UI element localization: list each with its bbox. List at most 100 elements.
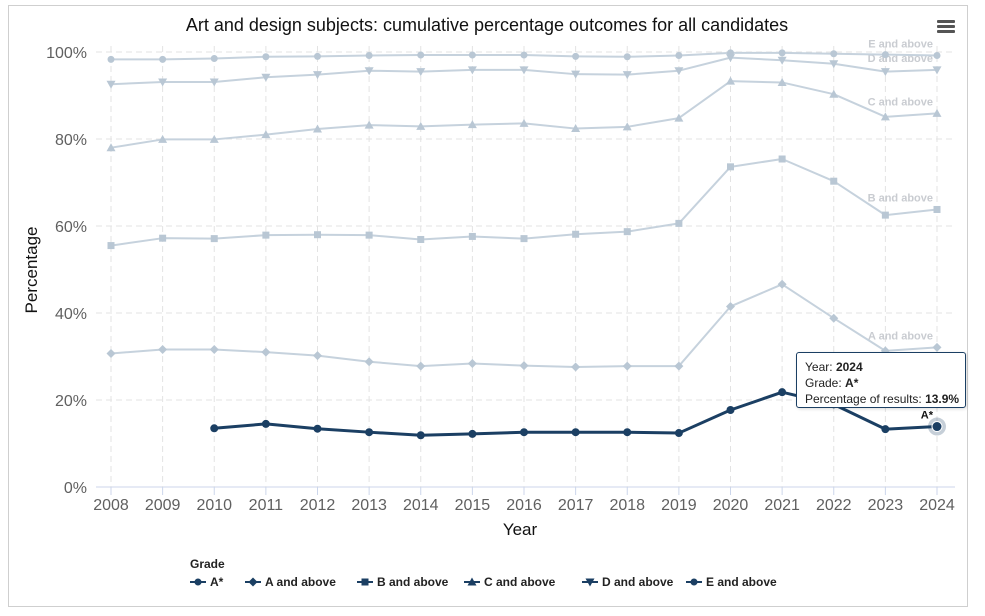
- legend-item[interactable]: A*: [190, 575, 224, 589]
- legend-label: A and above: [265, 575, 336, 589]
- data-point: [931, 421, 943, 433]
- legend-marker: [467, 577, 477, 586]
- data-point: [829, 60, 839, 69]
- data-point: [417, 51, 425, 59]
- tooltip-grade-label: Grade:: [805, 376, 842, 390]
- legend-item[interactable]: E and above: [686, 575, 777, 589]
- data-point: [623, 53, 631, 61]
- data-point: [830, 177, 838, 185]
- data-point: [674, 361, 684, 371]
- data-point: [777, 77, 787, 86]
- data-point: [468, 232, 476, 240]
- data-point: [261, 419, 270, 428]
- grid: [96, 46, 955, 495]
- data-point: [416, 431, 425, 440]
- data-point: [674, 429, 683, 438]
- data-point: [726, 54, 735, 63]
- x-tick-label: 2015: [455, 497, 491, 514]
- data-point: [106, 143, 116, 152]
- series-end-label: C and above: [868, 96, 933, 108]
- data-point: [209, 345, 219, 355]
- data-point: [209, 78, 219, 87]
- legend-item[interactable]: A and above: [245, 575, 336, 589]
- x-tick-label: 2012: [300, 497, 336, 514]
- data-point: [572, 52, 580, 60]
- data-point: [675, 219, 683, 227]
- x-tick-label: 2020: [713, 497, 749, 514]
- series-end-label: A*: [921, 410, 934, 422]
- data-point: [571, 70, 581, 79]
- tooltip-year-label: Year:: [805, 360, 833, 374]
- data-point: [261, 73, 271, 82]
- data-point: [674, 67, 684, 76]
- x-tick-label: 2018: [609, 497, 645, 514]
- data-point: [778, 388, 787, 397]
- y-tick-label: 20%: [55, 393, 87, 410]
- data-point: [467, 66, 477, 75]
- series-b-and-above: B and above: [107, 155, 941, 250]
- data-point: [364, 357, 374, 367]
- data-point: [158, 345, 168, 355]
- legend-marker: [690, 578, 698, 586]
- legend-item[interactable]: C and above: [464, 575, 556, 589]
- data-point: [416, 68, 426, 77]
- x-tick-label: 2009: [145, 497, 181, 514]
- data-point: [107, 55, 115, 63]
- data-point: [778, 49, 786, 57]
- data-point: [210, 235, 218, 243]
- legend-label: B and above: [377, 575, 449, 589]
- legend-item[interactable]: B and above: [357, 575, 449, 589]
- data-point: [519, 361, 529, 371]
- data-point: [932, 342, 942, 352]
- data-point: [313, 351, 322, 361]
- data-point: [778, 155, 786, 163]
- series-end-label: E and above: [868, 38, 933, 50]
- data-point: [520, 51, 528, 59]
- data-point: [777, 56, 787, 65]
- series-a-and-above: A and above: [106, 279, 942, 372]
- legend-item[interactable]: D and above: [582, 575, 674, 589]
- x-tick-label: 2014: [403, 497, 439, 514]
- legend-label: E and above: [706, 575, 777, 589]
- y-tick-label: 60%: [55, 219, 87, 236]
- y-tick-label: 80%: [55, 132, 87, 149]
- data-point: [314, 231, 321, 239]
- x-tick-label: 2008: [93, 497, 129, 514]
- data-point: [467, 120, 477, 129]
- legend-marker: [361, 578, 369, 586]
- data-point: [674, 113, 684, 122]
- data-point: [261, 130, 271, 139]
- data-point: [880, 68, 890, 77]
- legend-label: D and above: [602, 575, 674, 589]
- data-point: [880, 112, 890, 121]
- data-point: [158, 134, 168, 143]
- data-point: [777, 279, 787, 289]
- x-tick-label: 2023: [868, 497, 904, 514]
- y-axis: 0% 20% 40% 60% 80% 100%: [46, 45, 87, 497]
- tooltip: Year: 2024 Grade: A* Percentage of resul…: [796, 352, 966, 408]
- data-point: [159, 55, 167, 63]
- data-point: [623, 228, 631, 236]
- x-axis-title: Year: [503, 520, 538, 539]
- legend-marker: [585, 578, 595, 587]
- tooltip-pct-label: Percentage of results:: [805, 392, 922, 406]
- data-point: [313, 71, 322, 80]
- legend-marker: [248, 577, 258, 587]
- x-tick-label: 2022: [816, 497, 852, 514]
- x-tick-label: 2011: [249, 497, 284, 514]
- data-point: [727, 49, 734, 57]
- x-tick-label: 2021: [764, 497, 800, 514]
- data-point: [210, 55, 218, 63]
- tooltip-year-value: 2024: [835, 360, 863, 374]
- data-point: [881, 425, 890, 434]
- legend-title: Grade: [190, 557, 225, 571]
- data-point: [106, 348, 116, 358]
- data-point: [261, 347, 271, 357]
- data-point: [313, 424, 322, 433]
- hamburger-menu-icon[interactable]: [934, 18, 958, 40]
- data-point: [262, 231, 270, 239]
- data-point: [829, 89, 839, 98]
- legend: Grade A* A and above B and above C and abov…: [190, 557, 777, 589]
- data-point: [932, 66, 942, 75]
- data-point: [417, 235, 425, 243]
